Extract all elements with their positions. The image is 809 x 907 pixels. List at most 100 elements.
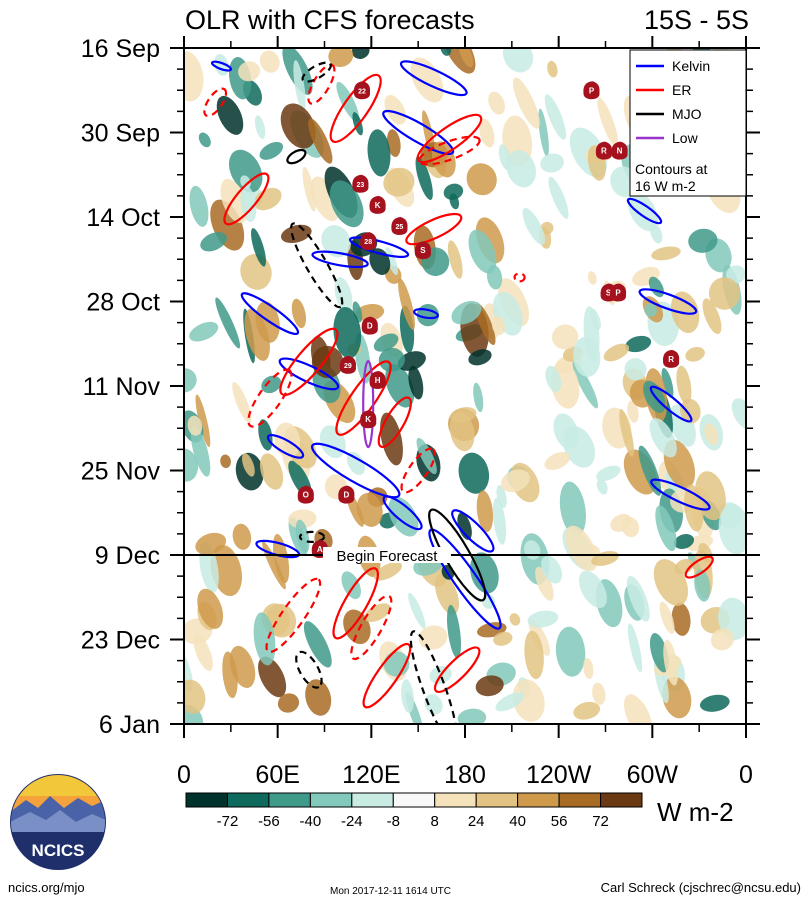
olr-anomaly-cell (288, 509, 317, 529)
y-tick-label: 16 Sep (81, 35, 160, 63)
footer-timestamp: Mon 2017-12-11 1614 UTC (330, 886, 451, 897)
olr-anomaly-cell (346, 451, 366, 476)
olr-anomaly-cell (583, 657, 594, 680)
y-axis: 16 Sep 30 Sep 14 Oct 28 Oct 11 Nov 25 Nov 9 De… (81, 35, 760, 739)
x-tick-label: 120E (342, 761, 400, 789)
olr-anomaly-cell (447, 240, 463, 279)
colorbar-label: -8 (387, 813, 400, 830)
y-tick-label: 9 Dec (95, 542, 160, 570)
olr-anomaly-cell (295, 519, 310, 554)
olr-anomaly-cell (319, 425, 346, 459)
olr-anomaly-cell (495, 692, 525, 712)
olr-anomaly-cell (398, 278, 415, 330)
er-contour (416, 113, 483, 164)
colorbar-box (392, 792, 436, 808)
olr-anomaly-cell (708, 277, 741, 310)
olr-anomaly-cell (623, 694, 653, 724)
olr-anomaly-cell (215, 297, 241, 349)
olr-anomaly-cell (321, 225, 351, 258)
olr-anomaly-cell (502, 48, 534, 73)
olr-anomaly-cell (410, 57, 444, 103)
y-tick-label: 28 Oct (86, 289, 160, 317)
olr-anomaly-cell (244, 308, 270, 361)
olr-anomaly-cell (451, 300, 482, 325)
olr-anomaly-cell (551, 324, 579, 350)
olr-anomaly-cell (450, 407, 477, 423)
olr-anomaly-cell (694, 569, 711, 602)
olr-anomaly-cell (397, 351, 426, 371)
storm-marker: 28 (360, 232, 377, 251)
olr-anomaly-cell (341, 571, 361, 600)
kelvin-contour (638, 288, 698, 315)
kelvin-contour (348, 236, 410, 258)
x-tick-label: 60W (627, 761, 679, 789)
olr-anomaly-cell (280, 103, 316, 149)
y-tick-label: 30 Sep (81, 120, 160, 148)
olr-anomaly-cell (596, 478, 608, 495)
legend-label: ER (672, 82, 691, 98)
olr-anomaly-cell (544, 451, 571, 471)
olr-anomaly-cell (547, 60, 558, 78)
kelvin-contour (649, 385, 693, 423)
olr-anomaly-cell (458, 48, 474, 68)
olr-anomaly-cell (468, 229, 497, 274)
olr-anomaly-cell (540, 221, 554, 235)
olr-anomaly-cell (189, 185, 209, 227)
olr-anomaly-cell (195, 394, 211, 448)
x-tick-label: 120W (526, 761, 592, 789)
legend: Kelvin ER MJO Low Contours at 16 W m-2 (629, 49, 747, 197)
olr-anomaly-cell (676, 365, 692, 405)
colorbar-box (309, 792, 353, 808)
olr-anomaly-cell (545, 365, 562, 393)
olr-anomaly-cell (475, 675, 504, 697)
storm-marker-label: D (344, 491, 350, 500)
olr-anomaly-cell (470, 552, 499, 594)
olr-anomaly-cell (573, 701, 601, 720)
olr-anomaly-cell (259, 50, 280, 73)
storm-marker-label: H (375, 376, 381, 385)
er-contour (684, 555, 714, 579)
olr-anomaly-cell (334, 277, 353, 312)
logo-text: NCICS (32, 841, 85, 860)
olr-anomaly-cell (512, 77, 540, 129)
olr-anomaly-cell (190, 425, 211, 477)
olr-anomaly-cell (673, 534, 695, 549)
olr-anomaly-cell (565, 525, 598, 572)
x-tick-label: 60E (255, 761, 299, 789)
olr-anomaly-cell (674, 558, 694, 575)
olr-anomaly-cell (232, 381, 252, 424)
olr-anomaly-cell (578, 570, 607, 609)
olr-anomaly-cell (385, 247, 398, 276)
olr-anomaly-cell (291, 298, 307, 329)
kelvin-contour (650, 478, 711, 511)
olr-anomaly-cell (254, 115, 266, 139)
colorbar-label: 40 (509, 813, 526, 830)
legend-note-line2: 16 W m-2 (635, 178, 696, 194)
olr-anomaly-cell (702, 298, 722, 335)
colorbar: -72 -56 -40 -24 -8 8 24 40 56 72 (185, 792, 643, 830)
olr-anomaly-cell (364, 603, 391, 622)
olr-anomaly-cell (468, 349, 492, 366)
olr-anomaly-cell (378, 347, 405, 372)
olr-anomaly-cell (671, 602, 691, 636)
olr-anomaly-cell (253, 612, 276, 666)
olr-anomaly-cell (493, 631, 513, 646)
chart-region: 15S - 5S (644, 5, 749, 35)
colorbar-box (268, 792, 311, 808)
colorbar-box (351, 792, 394, 808)
mjo-contour (301, 61, 332, 83)
storm-marker: P (583, 81, 600, 100)
er-contour (329, 73, 382, 143)
storm-marker: 25 (391, 217, 408, 236)
olr-anomaly-field (184, 48, 746, 724)
legend-label: Kelvin (672, 58, 710, 74)
olr-anomaly-cell (496, 485, 507, 509)
storm-marker: 22 (353, 81, 371, 100)
er-contour (247, 368, 293, 428)
olr-anomaly-cell (704, 423, 719, 445)
colorbar-box (226, 792, 270, 808)
kelvin-contour (451, 509, 495, 553)
olr-anomaly-cell (258, 656, 287, 698)
olr-anomaly-cell (592, 682, 606, 705)
